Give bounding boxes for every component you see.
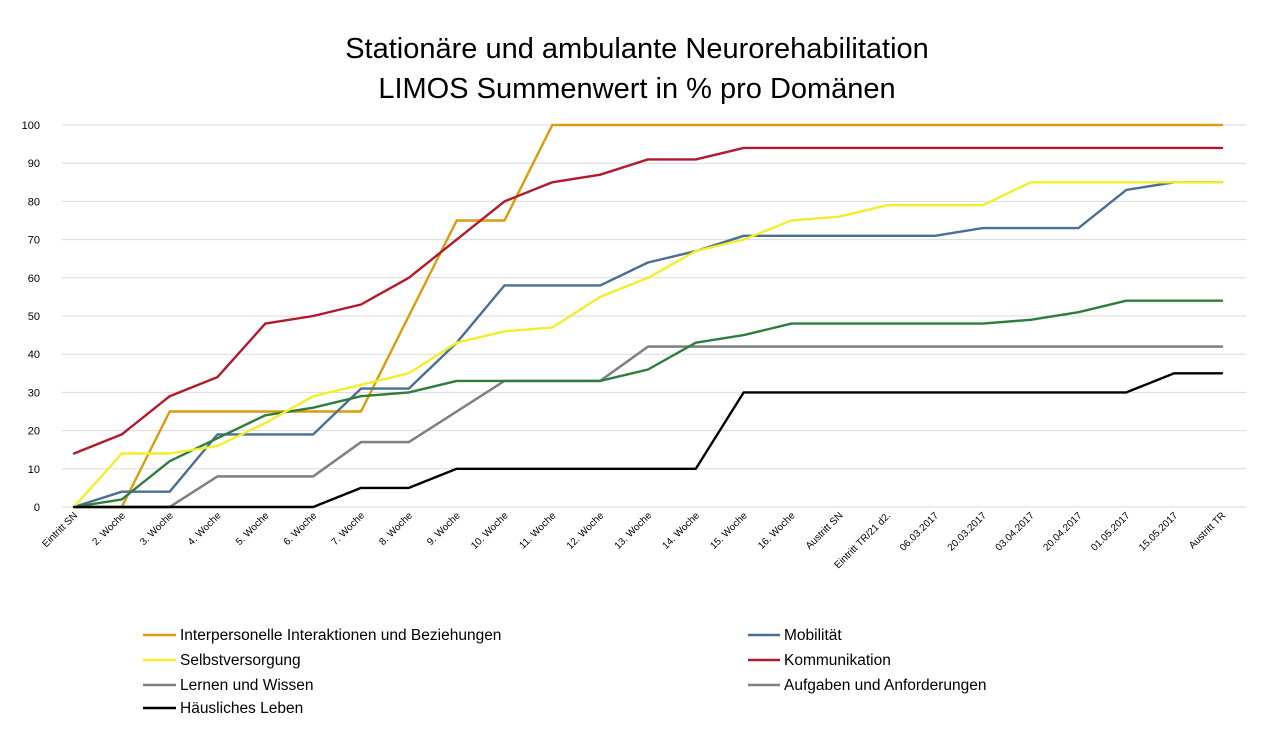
x-tick-label: 15. Woche — [708, 510, 750, 552]
series-line-7 — [72, 181, 1224, 509]
legend: Interpersonelle Interaktionen und Bezieh… — [143, 627, 987, 717]
x-tick-label: 16. Woche — [756, 510, 798, 552]
x-tick-label: 2. Woche — [90, 510, 128, 548]
x-tick-label: 3. Woche — [138, 510, 176, 548]
legend-label: Selbstversorgung — [180, 652, 301, 669]
legend-label: Lernen und Wissen — [180, 677, 314, 694]
x-tick-label: Austritt TR — [1187, 510, 1228, 551]
x-tick-label: 7. Woche — [330, 510, 368, 548]
series-line-0 — [72, 123, 1224, 509]
y-tick-label: 40 — [28, 349, 40, 361]
x-tick-label: 10. Woche — [469, 510, 511, 552]
x-tick-label: 20.03.2017 — [946, 510, 989, 553]
y-tick-label: 80 — [28, 196, 40, 208]
chart-title-line-2: LIMOS Summenwert in % pro Domänen — [378, 73, 895, 105]
x-tick-label: 13. Woche — [613, 510, 655, 552]
x-tick-label: 14. Woche — [661, 510, 703, 552]
x-tick-label: 01.05.2017 — [1089, 510, 1132, 553]
x-tick-label: 9. Woche — [425, 510, 463, 548]
x-tick-label: 06.03.2017 — [898, 510, 941, 553]
x-tick-label: Eintritt SN — [41, 510, 81, 550]
series-line-1 — [72, 299, 1224, 509]
y-tick-label: 70 — [28, 235, 40, 247]
series-line-2 — [72, 181, 1224, 509]
x-tick-label: 20.04.2017 — [1041, 510, 1084, 553]
series-lines — [72, 123, 1224, 509]
legend-label: Kommunikation — [784, 652, 891, 669]
x-tick-label: 12. Woche — [565, 510, 607, 552]
y-tick-label: 50 — [28, 311, 40, 323]
legend-label: Mobilität — [784, 627, 842, 644]
x-tick-label: 6. Woche — [282, 510, 320, 548]
y-axis-tick-labels: 0 10 20 30 40 50 60 70 80 90 100 — [22, 120, 40, 514]
x-tick-label: Austritt SN — [804, 510, 846, 552]
x-tick-label: 5. Woche — [234, 510, 272, 548]
y-tick-label: 20 — [28, 426, 40, 438]
x-tick-label: 4. Woche — [186, 510, 224, 548]
x-tick-label: 8. Woche — [377, 510, 415, 548]
x-axis-tick-labels: Eintritt SN 2. Woche 3. Woche 4. Woche 5. Wo… — [41, 510, 1229, 571]
chart-title: Stationäre und ambulante Neurorehabilita… — [345, 33, 929, 105]
series-line-3 — [72, 146, 1224, 455]
series-line-4 — [72, 345, 1224, 509]
x-tick-label: 03.04.2017 — [994, 510, 1037, 553]
y-tick-label: 0 — [34, 502, 40, 514]
y-tick-label: 60 — [28, 273, 40, 285]
gridlines — [62, 124, 1246, 508]
legend-label: Interpersonelle Interaktionen und Bezieh… — [180, 627, 501, 644]
y-tick-label: 30 — [28, 387, 40, 399]
y-tick-label: 10 — [28, 464, 40, 476]
y-tick-label: 90 — [28, 158, 40, 170]
legend-label: Aufgaben und Anforderungen — [784, 677, 987, 694]
chart-title-line-1: Stationäre und ambulante Neurorehabilita… — [345, 33, 929, 65]
x-tick-label: 11. Woche — [518, 510, 559, 551]
series-line-6 — [72, 372, 1224, 509]
y-tick-label: 100 — [22, 120, 40, 132]
legend-label: Häusliches Leben — [180, 700, 303, 717]
x-tick-label: 15.05.2017 — [1137, 510, 1180, 553]
